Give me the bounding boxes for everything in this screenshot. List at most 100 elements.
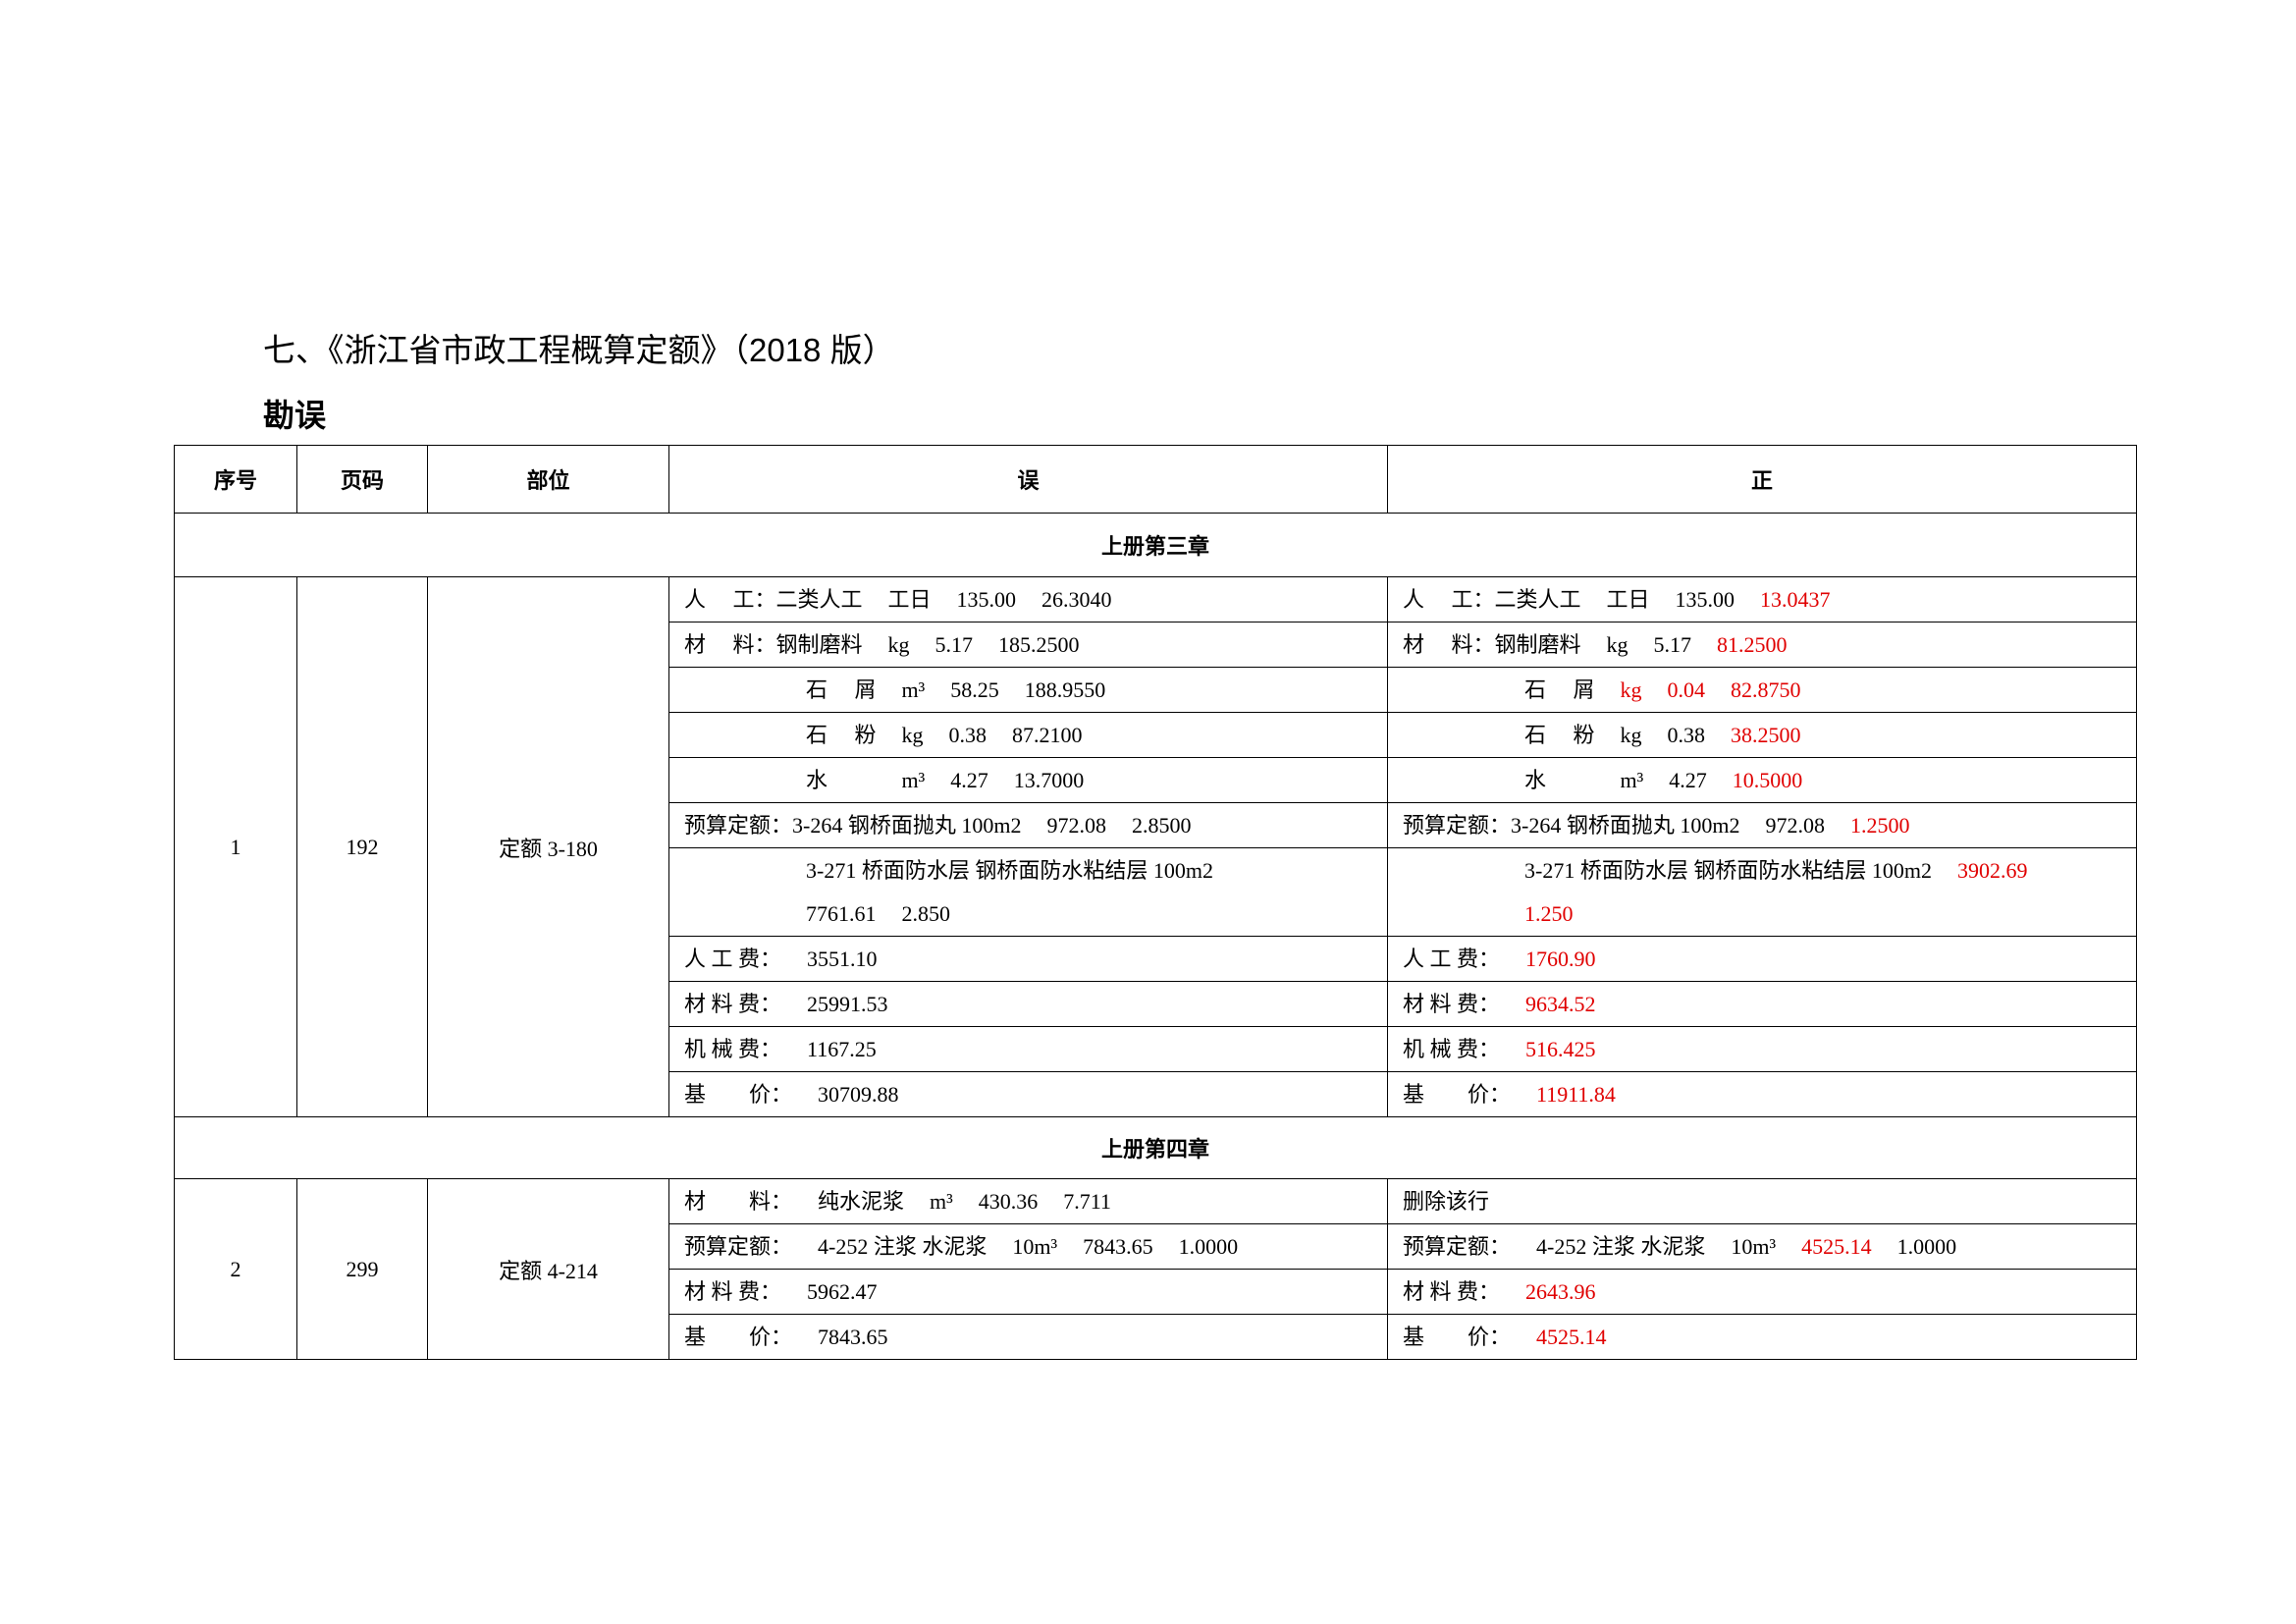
text-segment: kg (887, 631, 910, 657)
text-segment: 2.8500 (1131, 812, 1192, 838)
cell-line: 石 屑 kg 0.04 82.8750 (1388, 669, 2136, 712)
text-segment: 基 价： (684, 1324, 793, 1349)
corrected-value: 3902.69 (1956, 857, 2028, 883)
cell-line: 材 料 费： 9634.52 (1388, 983, 2136, 1026)
text-segment: 4.27 (1669, 767, 1707, 792)
table-row: 机 械 费： 1167.25 机 械 费： 516.425 (175, 1026, 2137, 1072)
text-segment: 7843.65 (1083, 1233, 1153, 1259)
correct-cell: 石 屑 kg 0.04 82.8750 (1387, 667, 2137, 713)
wrong-cell: 预算定额：3-264 钢桥面抛丸 100m2 972.08 2.8500 (668, 802, 1388, 848)
header-page: 页码 (296, 445, 428, 514)
entry-part: 定额 4-214 (427, 1178, 669, 1360)
corrected-value: 0.04 (1667, 677, 1706, 702)
text-segment: 13.7000 (1013, 767, 1085, 792)
text-segment: 972.08 (1046, 812, 1106, 838)
text-segment: 石 屑 (1524, 677, 1595, 702)
text-segment: 材 料 费： (1403, 991, 1501, 1016)
text-segment: 26.3040 (1041, 586, 1112, 612)
text-segment: 水 (806, 767, 877, 792)
cell-line: 水 m³ 4.27 10.5000 (1388, 759, 2136, 802)
text-segment: 纯水泥浆 (818, 1188, 905, 1214)
text-segment: 预算定额： (1403, 1233, 1512, 1259)
text-segment: 工日 (887, 586, 932, 612)
correct-cell: 机 械 费： 516.425 (1387, 1026, 2137, 1072)
text-segment: kg (1606, 631, 1629, 657)
text-segment: 1167.25 (807, 1036, 877, 1061)
text-segment: 预算定额：3-264 钢桥面抛丸 100m2 (1403, 812, 1740, 838)
cell-line: 3-271 桥面防水层 钢桥面防水粘结层 100m2 3902.69 (1388, 849, 2136, 893)
text-segment: 石 粉 (1524, 722, 1595, 747)
wrong-cell: 材 料 费： 5962.47 (668, 1269, 1388, 1315)
text-segment: 水 (1524, 767, 1595, 792)
cell-line: 人 工：二类人工 工日 135.00 13.0437 (1388, 578, 2136, 622)
cell-line: 3-271 桥面防水层 钢桥面防水粘结层 100m2 (669, 849, 1387, 893)
correct-cell: 预算定额：3-264 钢桥面抛丸 100m2 972.08 1.2500 (1387, 802, 2137, 848)
corrected-value: 1.250 (1524, 900, 1574, 926)
cell-line: 人 工 费： 1760.90 (1388, 938, 2136, 981)
text-segment: 972.08 (1765, 812, 1825, 838)
text-segment: 430.36 (978, 1188, 1039, 1214)
text-segment: 3-271 桥面防水层 钢桥面防水粘结层 100m2 (1524, 857, 1932, 883)
header-correct: 正 (1387, 445, 2137, 514)
text-segment: m³ (1620, 767, 1644, 792)
table-row: 材 料 费： 25991.53 材 料 费： 9634.52 (175, 981, 2137, 1027)
table-row: 2 299 定额 4-214 材 料： 纯水泥浆 m³ 430.36 7.711 删除该行 (174, 1178, 2137, 1360)
wrong-cell: 水 m³ 4.27 13.7000 (668, 757, 1388, 803)
table-row: 基 价： 30709.88 基 价： 11911.84 (175, 1071, 2137, 1117)
text-segment: 材 料 费： (1403, 1278, 1501, 1304)
text-segment: 删除该行 (1403, 1188, 1490, 1214)
cell-line: 人 工 费： 3551.10 (669, 938, 1387, 981)
table-row: 人 工 费： 3551.10 人 工 费： 1760.90 (175, 936, 2137, 982)
cell-line: 预算定额： 4-252 注浆 水泥浆 10m³ 4525.14 1.0000 (1388, 1225, 2136, 1269)
table-row: 材 料 费： 5962.47 材 料 费： 2643.96 (175, 1269, 2137, 1315)
text-segment: 7843.65 (818, 1324, 888, 1349)
chapter-row: 上册第四章 (174, 1116, 2137, 1179)
text-segment: 7761.61 (806, 900, 877, 926)
cell-line: 7761.61 2.850 (669, 893, 1387, 936)
text-segment: kg (901, 722, 924, 747)
correct-cell: 材 料 费： 2643.96 (1387, 1269, 2137, 1315)
text-segment: 0.38 (948, 722, 988, 747)
text-segment: 25991.53 (807, 991, 888, 1016)
wrong-cell: 预算定额： 4-252 注浆 水泥浆 10m³ 7843.65 1.0000 (668, 1223, 1388, 1270)
text-segment: 材 料：钢制磨料 (684, 631, 863, 657)
header-no: 序号 (174, 445, 297, 514)
text-segment: 4-252 注浆 水泥浆 (1536, 1233, 1706, 1259)
wrong-cell: 石 屑 m³ 58.25 188.9550 (668, 667, 1388, 713)
cell-line: 机 械 费： 1167.25 (669, 1028, 1387, 1071)
text-segment: 4-252 注浆 水泥浆 (818, 1233, 988, 1259)
entry-number: 2 (174, 1178, 297, 1360)
text-segment: 材 料： (684, 1188, 793, 1214)
text-segment: 石 粉 (806, 722, 877, 747)
table-row: 石 屑 m³ 58.25 188.9550 石 屑 kg 0.04 82.8750 (175, 667, 2137, 713)
text-segment: 87.2100 (1012, 722, 1083, 747)
text-segment: 185.2500 (998, 631, 1080, 657)
table-row: 1 192 定额 3-180 人 工：二类人工 工日 135.00 26.3040 人 工：二… (174, 576, 2137, 1117)
text-segment: 基 价： (1403, 1324, 1512, 1349)
wrong-cell: 基 价： 7843.65 (668, 1314, 1388, 1360)
correct-cell: 人 工 费： 1760.90 (1387, 936, 2137, 982)
cell-line: 材 料 费： 25991.53 (669, 983, 1387, 1026)
text-segment: kg (1620, 722, 1642, 747)
text-segment: 人 工 费： (684, 946, 782, 971)
chapter-title: 上册第三章 (174, 513, 2137, 577)
cell-line: 预算定额：3-264 钢桥面抛丸 100m2 972.08 2.8500 (669, 804, 1387, 847)
cell-line: 基 价： 11911.84 (1388, 1073, 2136, 1116)
text-segment: 135.00 (956, 586, 1017, 612)
text-segment: 工日 (1606, 586, 1650, 612)
text-segment: 预算定额：3-264 钢桥面抛丸 100m2 (684, 812, 1022, 838)
text-segment: 5.17 (934, 631, 974, 657)
text-segment: 135.00 (1675, 586, 1735, 612)
corrected-value: 9634.52 (1525, 991, 1596, 1016)
corrected-value: 81.2500 (1717, 631, 1788, 657)
cell-line: 石 粉 kg 0.38 38.2500 (1388, 714, 2136, 757)
text-segment: 预算定额： (684, 1233, 793, 1259)
correct-cell: 材 料：钢制磨料 kg 5.17 81.2500 (1387, 622, 2137, 668)
text-segment: 5.17 (1653, 631, 1692, 657)
cell-line: 预算定额： 4-252 注浆 水泥浆 10m³ 7843.65 1.0000 (669, 1225, 1387, 1269)
chapter-title: 上册第四章 (174, 1116, 2137, 1179)
wrong-cell: 材 料：钢制磨料 kg 5.17 185.2500 (668, 622, 1388, 668)
corrected-value: 4525.14 (1801, 1233, 1872, 1259)
cell-line: 材 料： 纯水泥浆 m³ 430.36 7.711 (669, 1180, 1387, 1223)
wrong-cell: 3-271 桥面防水层 钢桥面防水粘结层 100m2 7761.61 2.850 (668, 847, 1388, 937)
